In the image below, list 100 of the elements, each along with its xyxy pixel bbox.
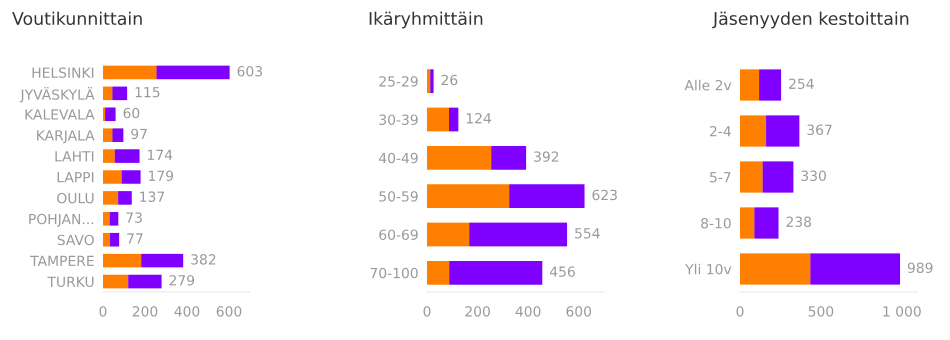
total-label: 279 <box>170 275 194 286</box>
total-label: 26 <box>442 74 458 86</box>
x-tick-label: 200 <box>465 306 490 317</box>
x-tick-label: 500 <box>808 306 834 317</box>
y-tick-label: LAPPI <box>58 172 94 182</box>
y-tick-label: 25-29 <box>379 76 418 87</box>
total-label: 989 <box>908 262 933 274</box>
total-label: 179 <box>149 170 174 182</box>
bar <box>103 86 112 100</box>
bar <box>103 149 115 163</box>
bar <box>449 260 542 285</box>
bar <box>759 69 782 101</box>
bar <box>103 232 110 247</box>
x-tick-label: 0 <box>736 306 744 317</box>
y-tick-label: 5-7 <box>710 172 730 182</box>
bar <box>762 161 794 193</box>
y-tick-label: 40-49 <box>378 152 418 164</box>
bar <box>427 222 470 246</box>
bar <box>156 66 230 80</box>
y-tick-label: KARJALA <box>37 130 95 144</box>
y-tick-label: KALEVALA <box>25 109 95 120</box>
total-label: 77 <box>127 233 143 244</box>
total-label: 456 <box>550 266 575 277</box>
x-tick-label: 1 000 <box>883 306 921 317</box>
y-tick-label: 2-4 <box>710 126 731 136</box>
total-label: 392 <box>534 151 558 162</box>
bar <box>103 212 110 226</box>
total-label: 115 <box>136 87 160 98</box>
y-tick-label: OULU <box>57 192 94 204</box>
y-tick-label: TAMPERE <box>30 256 94 266</box>
total-label: 330 <box>801 170 826 182</box>
bar <box>128 274 162 288</box>
bar <box>509 184 585 208</box>
total-label: 367 <box>807 124 832 136</box>
y-tick-label: 30-39 <box>379 114 418 125</box>
y-tick-label: JYVÄSKYLÄ <box>20 86 95 102</box>
x-tick-label: 400 <box>174 306 200 317</box>
chart-title: Jäsenyyden kestoittain <box>712 12 908 28</box>
bar <box>740 69 760 101</box>
bar <box>754 207 779 239</box>
bar <box>110 212 118 226</box>
y-tick-label: POHJAN... <box>29 214 94 227</box>
total-label: 137 <box>140 191 164 202</box>
bar <box>103 254 142 268</box>
y-tick-label: 8-10 <box>701 218 731 228</box>
y-tick-label: 60-69 <box>379 229 418 240</box>
total-label: 623 <box>592 190 617 200</box>
x-tick-label: 0 <box>99 306 106 317</box>
x-tick-label: 0 <box>423 306 430 317</box>
x-tick-label: 600 <box>566 306 592 317</box>
bar <box>427 108 449 132</box>
bar <box>141 254 184 268</box>
bar <box>114 149 140 163</box>
chart-title: Ikäryhmittäin <box>370 12 482 28</box>
bar <box>740 207 754 239</box>
y-tick-label: 50-59 <box>379 191 418 202</box>
bar <box>110 232 120 247</box>
y-tick-label: SAVO <box>58 234 94 246</box>
bar <box>430 69 434 94</box>
bar <box>469 222 568 246</box>
bar <box>112 86 128 100</box>
bar <box>103 191 118 205</box>
bar <box>103 274 128 288</box>
x-tick-label: 200 <box>132 306 158 317</box>
bar <box>105 107 116 122</box>
total-label: 97 <box>131 128 147 140</box>
y-tick-label: 70-100 <box>370 268 418 278</box>
bar <box>427 184 510 208</box>
bar <box>103 128 112 142</box>
bar <box>103 66 157 80</box>
y-tick-label: Yli 10v <box>685 264 732 274</box>
total-label: 60 <box>124 108 140 118</box>
bar <box>122 170 141 184</box>
total-label: 382 <box>191 254 216 265</box>
bar <box>112 128 124 142</box>
bar <box>491 146 526 170</box>
bar <box>810 253 900 285</box>
bar <box>103 170 122 184</box>
total-label: 238 <box>786 216 812 228</box>
bar <box>118 191 132 205</box>
bar <box>427 146 492 170</box>
chart-title: Voutikunnittain <box>12 12 142 26</box>
bar <box>766 115 800 147</box>
total-label: 603 <box>238 66 262 76</box>
bar <box>740 161 763 193</box>
y-tick-label: TURKU <box>47 276 94 288</box>
y-tick-label: LAHTI <box>55 151 94 162</box>
bar <box>449 108 458 132</box>
x-tick-label: 400 <box>516 306 540 317</box>
x-tick-label: 600 <box>216 306 242 317</box>
bar <box>427 69 430 94</box>
bar <box>740 115 766 147</box>
bar <box>427 260 450 285</box>
total-label: 174 <box>148 150 172 160</box>
y-tick-label: HELSINKI <box>32 67 94 78</box>
total-label: 124 <box>466 113 492 124</box>
total-label: 254 <box>789 78 814 90</box>
y-tick-label: Alle 2v <box>684 80 732 90</box>
bar <box>740 253 810 285</box>
total-label: 73 <box>126 212 142 223</box>
